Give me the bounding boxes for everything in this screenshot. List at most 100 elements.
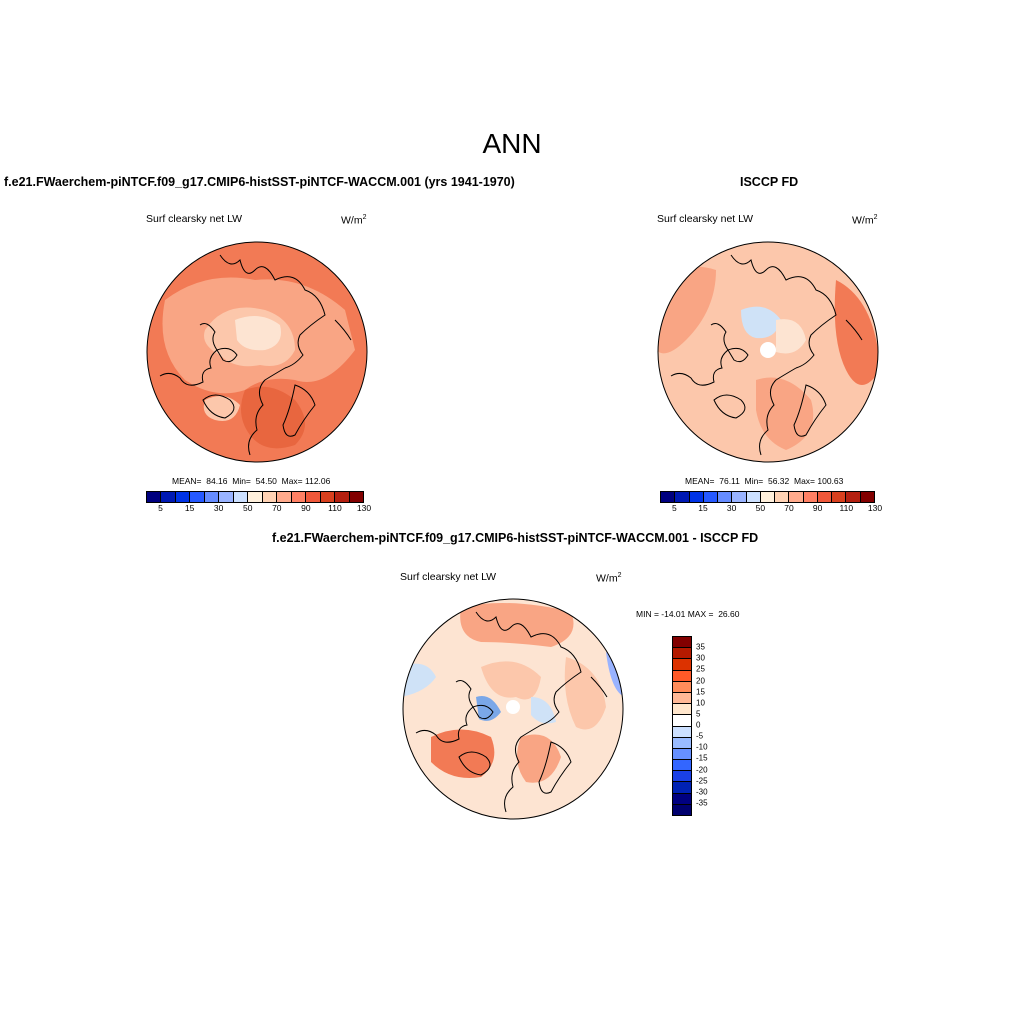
panel3-colorbar-swatch bbox=[673, 637, 691, 649]
panel3-colorbar-swatch bbox=[673, 737, 691, 749]
panel1-map-border bbox=[146, 241, 368, 463]
panel3-field-east bbox=[564, 657, 606, 730]
panel3-colorbar-tick-label: 30 bbox=[696, 653, 705, 663]
panel3-colorbar-tick-label: 5 bbox=[696, 709, 701, 719]
panel3-colorbar-tick-label: -15 bbox=[696, 753, 708, 763]
panel3-units: W/m2 bbox=[596, 572, 622, 585]
panel3-polar-map bbox=[402, 598, 624, 820]
panel3-map-border bbox=[402, 598, 624, 820]
panel1-colorbar-tick-label: 15 bbox=[184, 503, 195, 513]
panel3-colorbar-tick-label: 0 bbox=[696, 720, 701, 730]
panel1-colorbar-tick-label: 30 bbox=[213, 503, 224, 513]
panel3-colorbar-swatch bbox=[673, 670, 691, 682]
panel2-colorbar-swatch bbox=[817, 492, 833, 502]
panel2-colorbar-tick-label: 90 bbox=[812, 503, 823, 513]
panel3-colorbar-tick-label: -30 bbox=[696, 787, 708, 797]
panel2-variable-label: Surf clearsky net LW bbox=[657, 213, 754, 225]
panel3-stats: MIN = -14.01 MAX = 26.60 bbox=[636, 609, 740, 619]
panel3-colorbar-tick-label: 35 bbox=[696, 642, 705, 652]
panel2-colorbar-swatch bbox=[789, 492, 804, 502]
panel1-colorbar-swatch bbox=[161, 492, 176, 502]
panel2-colorbar-tick-label: 70 bbox=[784, 503, 794, 513]
panel3-colorbar-swatch bbox=[673, 659, 691, 671]
panel1-colorbar-swatch bbox=[219, 492, 234, 502]
panel2-colorbar-swatch bbox=[860, 492, 874, 502]
panel2-colorbar-tick-label: 130 bbox=[867, 503, 883, 513]
panel1-colorbar-tick-label: 110 bbox=[328, 503, 342, 513]
panel2-colorbar-tick-label: 30 bbox=[726, 503, 737, 513]
panel1-stats: MEAN= 84.16 Min= 54.50 Max= 112.06 bbox=[172, 476, 331, 486]
panel2-colorbar-swatch bbox=[732, 492, 747, 502]
panel2-colorbar-swatch bbox=[846, 492, 861, 502]
panel3-title: f.e21.FWaerchem-piNTCF.f09_g17.CMIP6-his… bbox=[272, 531, 759, 545]
panel1-field-pale bbox=[235, 316, 281, 351]
panel3-colorbar-swatch bbox=[673, 648, 691, 660]
main-title: ANN bbox=[482, 128, 542, 159]
panel3-coastlines bbox=[415, 611, 608, 813]
panel3-colorbar-swatch bbox=[673, 704, 691, 716]
panel3-field-cool-east bbox=[531, 697, 556, 724]
panel1-field-warm bbox=[241, 386, 305, 449]
panel2-field-cool bbox=[741, 306, 781, 339]
panel2-colorbar-swatch bbox=[703, 492, 719, 502]
panel3-colorbar-swatch bbox=[673, 715, 691, 727]
panel1-colorbar-tick-label: 90 bbox=[301, 503, 311, 513]
panel1-colorbar-swatch bbox=[175, 492, 191, 502]
panel1-colorbar-swatch bbox=[349, 492, 364, 502]
panel1-colorbar-swatch bbox=[335, 492, 350, 502]
panel2-coastlines bbox=[670, 254, 863, 456]
panel1-colorbar-swatch bbox=[190, 492, 205, 502]
panel3-colorbar-swatch bbox=[673, 681, 691, 693]
panel1-field-patch bbox=[203, 396, 240, 421]
panel2-pole-gap bbox=[760, 342, 776, 358]
panel1-colorbar-swatch bbox=[147, 492, 162, 502]
panel1-title: f.e21.FWaerchem-piNTCF.f09_g17.CMIP6-his… bbox=[4, 175, 515, 189]
panel3-field-warm bbox=[431, 729, 495, 778]
panel1-variable-label: Surf clearsky net LW bbox=[146, 213, 243, 225]
panel2-colorbar-tick-label: 15 bbox=[698, 503, 708, 513]
panel1-colorbar-swatch bbox=[320, 492, 336, 502]
panel2-colorbar-swatch bbox=[718, 492, 733, 502]
panel3-colorbar-tick-label: -35 bbox=[696, 798, 708, 808]
panel3-variable-label: Surf clearsky net LW bbox=[400, 571, 497, 583]
panel2-polar-map bbox=[657, 241, 879, 463]
panel3-colorbar-tick-label: 10 bbox=[696, 698, 705, 708]
panel2-colorbar-swatch bbox=[675, 492, 690, 502]
panel3-colorbar-swatch bbox=[673, 726, 691, 738]
panel2-map-border bbox=[657, 241, 879, 463]
panel3-pole-gap bbox=[506, 700, 520, 714]
panel3-colorbar bbox=[672, 636, 692, 816]
panel2-colorbar-swatch bbox=[746, 492, 761, 502]
panel3-colorbar-tick-label: -5 bbox=[696, 731, 704, 741]
panel2-title: ISCCP FD bbox=[740, 175, 799, 189]
panel1-colorbar-swatch bbox=[277, 492, 292, 502]
panel1-polar-map bbox=[146, 241, 368, 463]
panel3-colorbar-swatch bbox=[673, 793, 691, 805]
panel3-field-north bbox=[460, 603, 574, 647]
panel1-colorbar-tick-label: 50 bbox=[242, 503, 253, 513]
panel3-colorbar-swatch bbox=[673, 804, 691, 815]
panel1-colorbar-swatch bbox=[204, 492, 220, 502]
panel2-colorbar-swatch bbox=[661, 492, 676, 502]
panel2-colorbar-tick-label: 5 bbox=[671, 503, 677, 513]
panel2-colorbar-swatch bbox=[832, 492, 847, 502]
panel1-colorbar-tick-label: 70 bbox=[272, 503, 282, 513]
panel3-colorbar-tick-label: 15 bbox=[696, 687, 705, 697]
panel3-colorbar-swatch bbox=[673, 782, 691, 794]
panel2-colorbar-swatch bbox=[689, 492, 704, 502]
panel1-colorbar-swatch bbox=[248, 492, 263, 502]
panel2-colorbar-swatch bbox=[803, 492, 818, 502]
panel2-stats: MEAN= 76.11 Min= 56.32 Max= 100.63 bbox=[685, 476, 844, 486]
panel1-colorbar: 5 15 30 50 70 90 110 130 bbox=[146, 491, 371, 515]
panel1-coastlines bbox=[159, 254, 352, 456]
panel1-colorbar-swatch bbox=[262, 492, 278, 502]
panel3-colorbar-swatch bbox=[673, 771, 691, 783]
panel3-field-center bbox=[481, 661, 541, 700]
panel3-colorbar-tick-label: 20 bbox=[696, 676, 705, 685]
panel3-colorbar-tick-label: 25 bbox=[696, 664, 705, 674]
panel3-colorbar-swatch bbox=[673, 692, 691, 705]
panel2-colorbar-tick-label: 110 bbox=[839, 503, 854, 513]
panel3-colorbar-tick-label: -25 bbox=[696, 776, 708, 786]
panel1-colorbar-tick-label: 130 bbox=[356, 503, 372, 513]
panel2-field-pale bbox=[776, 319, 806, 354]
